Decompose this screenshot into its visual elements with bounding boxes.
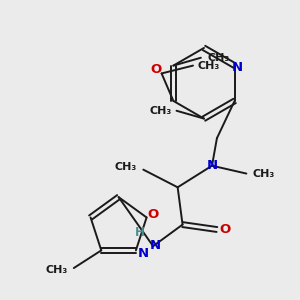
Text: CH₃: CH₃ xyxy=(198,61,220,70)
Text: N: N xyxy=(138,247,149,260)
Text: N: N xyxy=(149,239,161,252)
Text: N: N xyxy=(206,159,218,172)
Text: O: O xyxy=(219,223,230,236)
Text: CH₃: CH₃ xyxy=(45,265,67,275)
Text: CH₃: CH₃ xyxy=(253,169,275,178)
Text: H: H xyxy=(134,226,144,239)
Text: CH₃: CH₃ xyxy=(150,106,172,116)
Text: CH₃: CH₃ xyxy=(207,53,230,63)
Text: N: N xyxy=(232,61,243,74)
Text: O: O xyxy=(148,208,159,221)
Text: O: O xyxy=(150,63,161,76)
Text: CH₃: CH₃ xyxy=(115,162,137,172)
